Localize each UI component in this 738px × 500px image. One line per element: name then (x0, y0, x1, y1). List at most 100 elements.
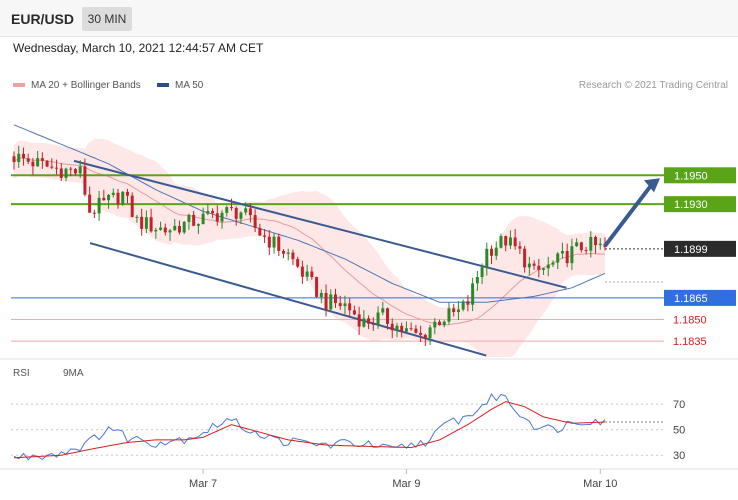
candle (598, 238, 602, 250)
legend-ma20: MA 20 + Bollinger Bands (13, 80, 141, 91)
candle-body (229, 207, 233, 209)
candle (334, 288, 338, 308)
candle (466, 294, 470, 312)
candle-body (196, 224, 200, 226)
candle-body (329, 294, 333, 310)
candle (367, 315, 371, 330)
candle-body (598, 243, 602, 246)
candle (400, 322, 404, 338)
candle (244, 202, 248, 216)
candle-body (130, 195, 134, 218)
candle-body (173, 226, 177, 231)
candle (565, 243, 569, 268)
candle (69, 166, 73, 177)
candle-body (315, 277, 319, 297)
candle (499, 233, 503, 249)
candle-body (414, 328, 418, 333)
candle-body (433, 321, 437, 328)
target-tag (664, 167, 736, 184)
candle-body (64, 168, 68, 178)
candle-body (253, 215, 257, 228)
candle (518, 241, 522, 255)
candle-body (177, 226, 181, 233)
candle-body (111, 192, 115, 195)
candle-body (338, 303, 342, 307)
ma20-label: MA 20 + Bollinger Bands (31, 80, 141, 91)
candle (504, 235, 508, 252)
candle (376, 306, 380, 329)
timestamp: Wednesday, March 10, 2021 12:44:57 AM CE… (13, 41, 264, 55)
candle-body (305, 271, 309, 277)
candle-body (125, 191, 129, 196)
candle (508, 230, 512, 250)
candle-body (192, 214, 196, 226)
candle-body (494, 247, 498, 256)
candle-body (135, 216, 139, 218)
x-tick-label: Mar 9 (392, 478, 420, 490)
candle-body (560, 251, 564, 254)
forecast-arrow-shaft (603, 182, 654, 248)
timeframe-button[interactable]: 30 MIN (82, 7, 132, 31)
candle (438, 319, 442, 326)
candle (447, 302, 451, 325)
candle-body (428, 327, 432, 339)
candle (513, 229, 517, 250)
candle (371, 317, 375, 331)
candle (154, 227, 158, 239)
candle-body (244, 208, 248, 213)
candle-body (263, 235, 267, 237)
candle (50, 158, 54, 170)
candle (319, 289, 323, 304)
candle (182, 221, 186, 235)
candle-body (480, 267, 484, 277)
candle (584, 246, 588, 255)
candle (428, 324, 432, 346)
candle (475, 270, 479, 291)
forecast-arrow-head (644, 178, 660, 193)
candle (409, 322, 413, 331)
candle-body (409, 328, 413, 330)
candle (589, 231, 593, 258)
header-bar: EUR/USD 30 MIN (0, 0, 738, 37)
candle-body (140, 216, 144, 229)
candle-body (220, 212, 224, 222)
candle (36, 150, 40, 167)
candle-body (546, 264, 550, 269)
candle-body (584, 250, 588, 252)
candle-body (163, 227, 167, 233)
candle-body (523, 248, 527, 268)
x-tick-label: Mar 7 (189, 478, 217, 490)
candle-body (490, 248, 494, 256)
candle-body (78, 166, 82, 174)
candle-body (532, 263, 536, 266)
candle (404, 321, 408, 332)
candle (173, 218, 177, 231)
x-tick-label: Mar 10 (583, 478, 617, 490)
candle-body (579, 242, 583, 251)
candle (456, 301, 460, 321)
candle-body (159, 227, 163, 230)
candle (579, 241, 583, 253)
candle (64, 167, 68, 182)
candle-body (258, 227, 262, 236)
candle-body (31, 161, 35, 167)
candle (17, 145, 21, 168)
candle (159, 221, 163, 231)
candle (248, 203, 252, 223)
candle (357, 306, 361, 335)
candle (532, 260, 536, 270)
candle (177, 220, 181, 235)
candle-body (55, 167, 59, 169)
candle (286, 248, 290, 261)
candle-body (352, 310, 356, 315)
ma50-swatch (157, 83, 169, 88)
candle-body (45, 160, 49, 167)
candle (570, 238, 574, 271)
candle-body (442, 321, 446, 326)
candle-body (281, 250, 285, 254)
candle (575, 238, 579, 248)
pivot-tag (664, 289, 736, 306)
candle-body (300, 266, 304, 277)
candle-body (17, 153, 21, 163)
candle (125, 188, 129, 204)
